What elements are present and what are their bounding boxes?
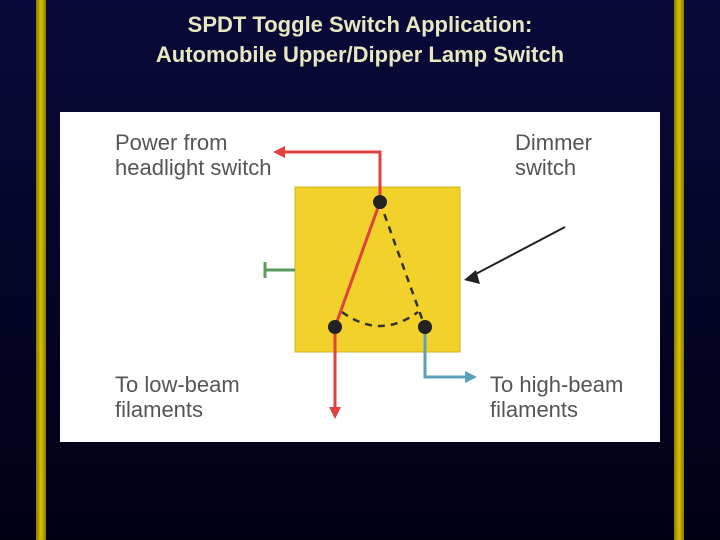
label-high: To high-beam filaments — [490, 372, 623, 423]
label-dimmer: Dimmer switch — [515, 130, 592, 181]
arrow-low-tip — [329, 407, 341, 419]
label-low: To low-beam filaments — [115, 372, 240, 423]
label-dimmer-l2: switch — [515, 155, 576, 180]
arrow-dimmer-line — [470, 227, 565, 277]
terminal-top — [373, 195, 387, 209]
label-low-l2: filaments — [115, 397, 203, 422]
label-power: Power from headlight switch — [115, 130, 272, 181]
diagram-panel: Power from headlight switch Dimmer switc… — [60, 112, 660, 442]
accent-bar-left — [36, 0, 46, 540]
arrow-power-tip — [273, 146, 285, 158]
arrow-high-tip — [465, 371, 477, 383]
label-power-l1: Power from — [115, 130, 227, 155]
label-high-l1: To high-beam — [490, 372, 623, 397]
label-low-l1: To low-beam — [115, 372, 240, 397]
terminal-left — [328, 320, 342, 334]
accent-bar-right — [674, 0, 684, 540]
title-line2: Automobile Upper/Dipper Lamp Switch — [156, 42, 564, 67]
page-title: SPDT Toggle Switch Application: Automobi… — [0, 10, 720, 69]
label-dimmer-l1: Dimmer — [515, 130, 592, 155]
label-power-l2: headlight switch — [115, 155, 272, 180]
label-high-l2: filaments — [490, 397, 578, 422]
terminal-right — [418, 320, 432, 334]
wire-side-tick — [265, 262, 295, 278]
title-line1: SPDT Toggle Switch Application: — [188, 12, 533, 37]
